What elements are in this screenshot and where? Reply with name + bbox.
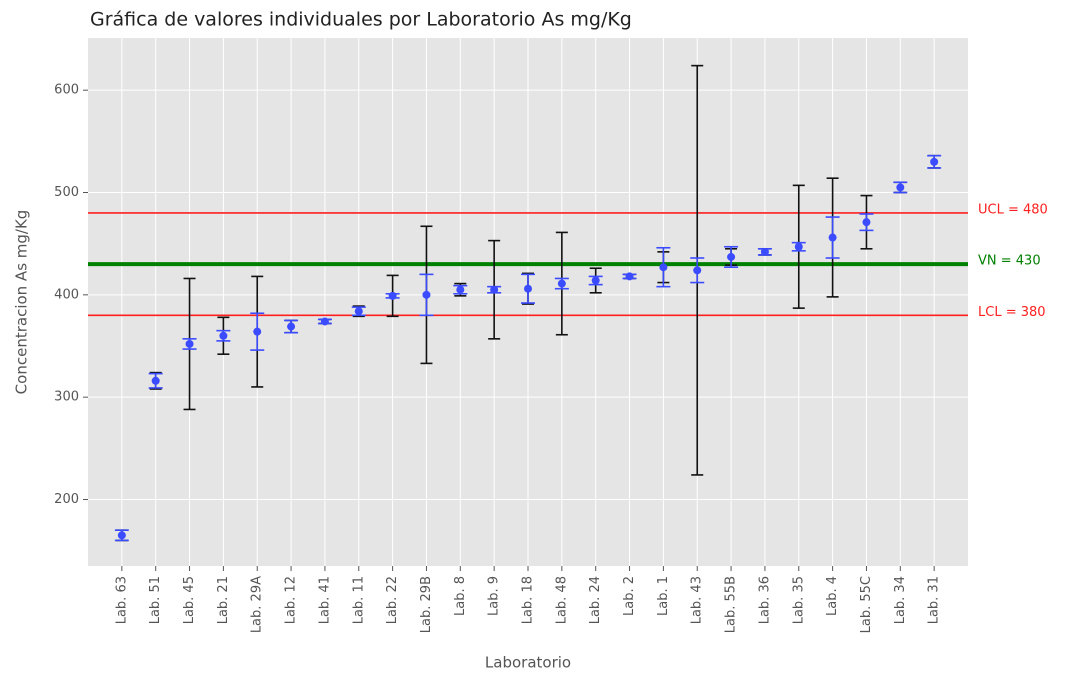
x-tick-label: Lab. 9 (487, 576, 502, 616)
point (354, 307, 363, 316)
x-tick-label: Lab. 2 (622, 576, 637, 616)
x-tick-label: Lab. 12 (284, 576, 299, 624)
x-tick-label: Lab. 63 (114, 576, 129, 624)
x-tick-label: Lab. 11 (351, 576, 366, 624)
point (422, 290, 431, 299)
chart-title: Gráfica de valores individuales por Labo… (90, 9, 632, 31)
x-tick-label: Lab. 29B (419, 576, 434, 633)
point (760, 247, 769, 256)
x-tick-label: Lab. 34 (893, 576, 908, 624)
point (490, 285, 499, 294)
point (219, 331, 228, 340)
point (794, 242, 803, 251)
point (117, 531, 126, 540)
x-tick-label: Lab. 48 (554, 576, 569, 624)
point (828, 233, 837, 242)
x-tick-label: Lab. 29A (250, 576, 265, 633)
x-tick-label: Lab. 8 (453, 576, 468, 616)
point (896, 183, 905, 192)
x-tick-label: Lab. 41 (317, 576, 332, 624)
x-tick-label: Lab. 24 (588, 576, 603, 624)
point (287, 322, 296, 331)
y-tick-label: 500 (54, 185, 79, 200)
point (930, 157, 939, 166)
x-tick-label: Lab. 43 (690, 576, 705, 624)
point (659, 263, 668, 272)
x-tick-label: Lab. 22 (385, 576, 400, 624)
point (253, 327, 262, 336)
x-tick-label: Lab. 4 (825, 576, 840, 616)
point (862, 218, 871, 227)
point (557, 279, 566, 288)
point (727, 252, 736, 261)
x-tick-label: Lab. 21 (216, 576, 231, 624)
y-axis-label: Concentracion As mg/Kg (13, 210, 31, 395)
reference-label: UCL = 480 (978, 202, 1048, 217)
reference-label: VN = 430 (978, 254, 1041, 269)
x-tick-label: Lab. 55B (724, 576, 739, 633)
point (185, 339, 194, 348)
x-tick-label: Lab. 31 (927, 576, 942, 624)
x-tick-label: Lab. 18 (521, 576, 536, 624)
x-tick-label: Lab. 1 (656, 576, 671, 616)
point (151, 376, 160, 385)
point (524, 284, 532, 293)
point (388, 291, 397, 300)
point (456, 285, 465, 294)
x-tick-label: Lab. 36 (757, 576, 772, 624)
point (591, 276, 600, 285)
point (320, 317, 329, 326)
y-tick-label: 200 (54, 492, 79, 507)
x-tick-label: Lab. 55C (859, 576, 874, 633)
y-tick-label: 600 (54, 83, 79, 98)
y-tick-label: 400 (54, 287, 79, 302)
x-axis-label: Laboratorio (485, 654, 571, 672)
x-tick-label: Lab. 51 (148, 576, 163, 624)
reference-label: LCL = 380 (978, 305, 1046, 320)
x-tick-label: Lab. 35 (791, 576, 806, 624)
point (693, 266, 702, 275)
x-tick-label: Lab. 45 (182, 576, 197, 624)
point (625, 272, 634, 281)
y-tick-label: 300 (54, 390, 79, 405)
